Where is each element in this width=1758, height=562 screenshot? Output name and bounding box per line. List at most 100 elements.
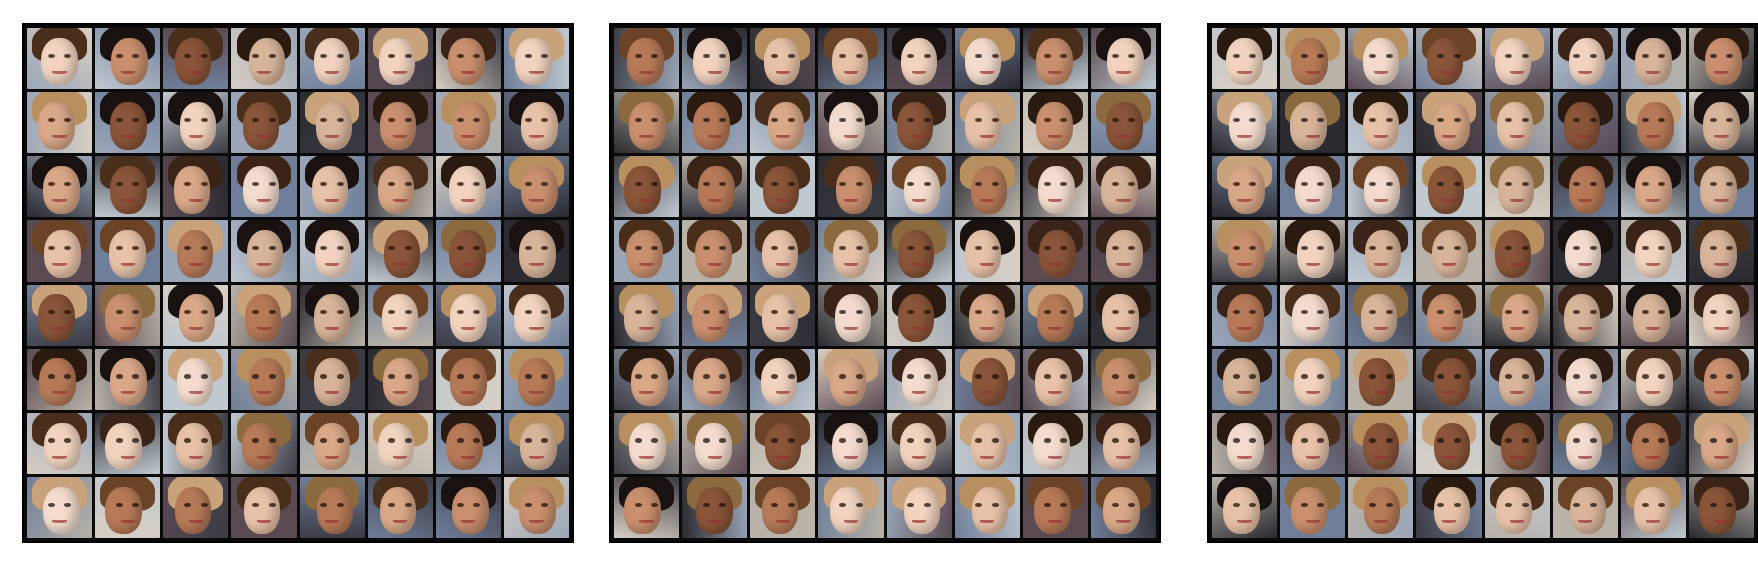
face-thumbnail bbox=[1688, 348, 1754, 410]
face-shape bbox=[38, 294, 75, 342]
mouth-shape bbox=[188, 199, 203, 203]
eyes-shape bbox=[975, 438, 999, 443]
face-thumbnail bbox=[1552, 348, 1618, 410]
face-shape bbox=[692, 294, 729, 342]
mouth-shape bbox=[775, 455, 790, 459]
face-thumbnail bbox=[503, 476, 569, 538]
eyes-shape bbox=[1641, 438, 1666, 443]
eyes-shape bbox=[47, 246, 72, 251]
eyes-shape bbox=[456, 374, 481, 379]
sample-grid-2 bbox=[609, 23, 1161, 543]
face-thumbnail bbox=[750, 284, 816, 346]
eyes-shape bbox=[1369, 374, 1393, 379]
eyes-shape bbox=[320, 310, 344, 315]
face-thumbnail bbox=[818, 348, 884, 410]
eyes-shape bbox=[1111, 181, 1136, 187]
eyes-shape bbox=[524, 181, 549, 187]
face-thumbnail bbox=[27, 156, 93, 218]
face-thumbnail bbox=[954, 284, 1020, 346]
eyes-shape bbox=[388, 181, 412, 187]
mouth-shape bbox=[188, 70, 203, 74]
mouth-shape bbox=[393, 134, 408, 138]
face-shape bbox=[1494, 230, 1532, 278]
mouth-shape bbox=[1578, 519, 1593, 523]
mouth-shape bbox=[1048, 327, 1063, 331]
face-thumbnail bbox=[1348, 476, 1414, 538]
eyes-shape bbox=[252, 374, 276, 379]
mouth-shape bbox=[1441, 327, 1457, 331]
mouth-shape bbox=[52, 519, 67, 523]
face-thumbnail bbox=[682, 412, 748, 474]
mouth-shape bbox=[843, 70, 859, 74]
eyes-shape bbox=[1043, 374, 1068, 379]
face-shape bbox=[1034, 486, 1071, 535]
face-shape bbox=[453, 101, 490, 150]
face-shape bbox=[693, 37, 730, 86]
eyes-shape bbox=[456, 246, 481, 251]
face-shape bbox=[901, 358, 939, 407]
face-thumbnail bbox=[435, 348, 501, 410]
eyes-shape bbox=[252, 181, 276, 187]
eyes-shape bbox=[1437, 53, 1461, 58]
face-shape bbox=[314, 230, 352, 278]
eyes-shape bbox=[1573, 117, 1597, 123]
face-shape bbox=[698, 166, 735, 214]
face-shape bbox=[1036, 101, 1073, 150]
mouth-shape bbox=[1578, 391, 1593, 395]
face-thumbnail bbox=[954, 220, 1020, 282]
face-thumbnail bbox=[614, 92, 680, 154]
mouth-shape bbox=[52, 70, 67, 74]
mouth-shape bbox=[1441, 455, 1457, 459]
face-shape bbox=[378, 37, 416, 86]
face-thumbnail bbox=[1484, 284, 1550, 346]
mouth-shape bbox=[529, 455, 544, 459]
face-shape bbox=[1106, 230, 1143, 278]
face-thumbnail bbox=[1620, 156, 1686, 218]
eyes-shape bbox=[388, 502, 412, 507]
eyes-shape bbox=[47, 438, 72, 443]
face-shape bbox=[1291, 486, 1328, 535]
face-thumbnail bbox=[435, 28, 501, 90]
face-thumbnail bbox=[367, 92, 433, 154]
face-thumbnail bbox=[1620, 476, 1686, 538]
eyes-shape bbox=[1505, 117, 1529, 123]
eyes-shape bbox=[456, 181, 481, 187]
face-thumbnail bbox=[1552, 476, 1618, 538]
face-thumbnail bbox=[818, 92, 884, 154]
face-thumbnail bbox=[503, 284, 569, 346]
mouth-shape bbox=[1578, 134, 1593, 138]
eyes-shape bbox=[252, 117, 276, 123]
face-thumbnail bbox=[1552, 220, 1618, 282]
mouth-shape bbox=[393, 199, 408, 203]
mouth-shape bbox=[1509, 134, 1525, 138]
face-shape bbox=[695, 422, 732, 471]
eyes-shape bbox=[47, 53, 72, 58]
mouth-shape bbox=[775, 199, 790, 203]
mouth-shape bbox=[256, 199, 272, 203]
face-shape bbox=[1569, 486, 1607, 535]
eyes-shape bbox=[839, 117, 863, 123]
eyes-shape bbox=[1641, 502, 1666, 507]
face-thumbnail bbox=[1620, 284, 1686, 346]
mouth-shape bbox=[393, 327, 408, 331]
face-thumbnail bbox=[367, 156, 433, 218]
eyes-shape bbox=[1369, 246, 1393, 251]
mouth-shape bbox=[1237, 519, 1252, 523]
mouth-shape bbox=[707, 199, 722, 203]
eyes-shape bbox=[1573, 374, 1597, 379]
face-shape bbox=[110, 166, 147, 214]
face-shape bbox=[38, 101, 75, 150]
face-shape bbox=[1292, 294, 1329, 342]
face-shape bbox=[519, 230, 556, 278]
face-shape bbox=[762, 166, 800, 214]
eyes-shape bbox=[1505, 53, 1529, 58]
face-thumbnail bbox=[367, 348, 433, 410]
face-shape bbox=[1364, 230, 1402, 278]
eyes-shape bbox=[1300, 374, 1325, 379]
face-shape bbox=[968, 294, 1006, 342]
face-shape bbox=[970, 166, 1008, 214]
face-thumbnail bbox=[1484, 156, 1550, 218]
mouth-shape bbox=[1578, 70, 1593, 74]
eyes-shape bbox=[252, 53, 276, 58]
mouth-shape bbox=[911, 134, 927, 138]
